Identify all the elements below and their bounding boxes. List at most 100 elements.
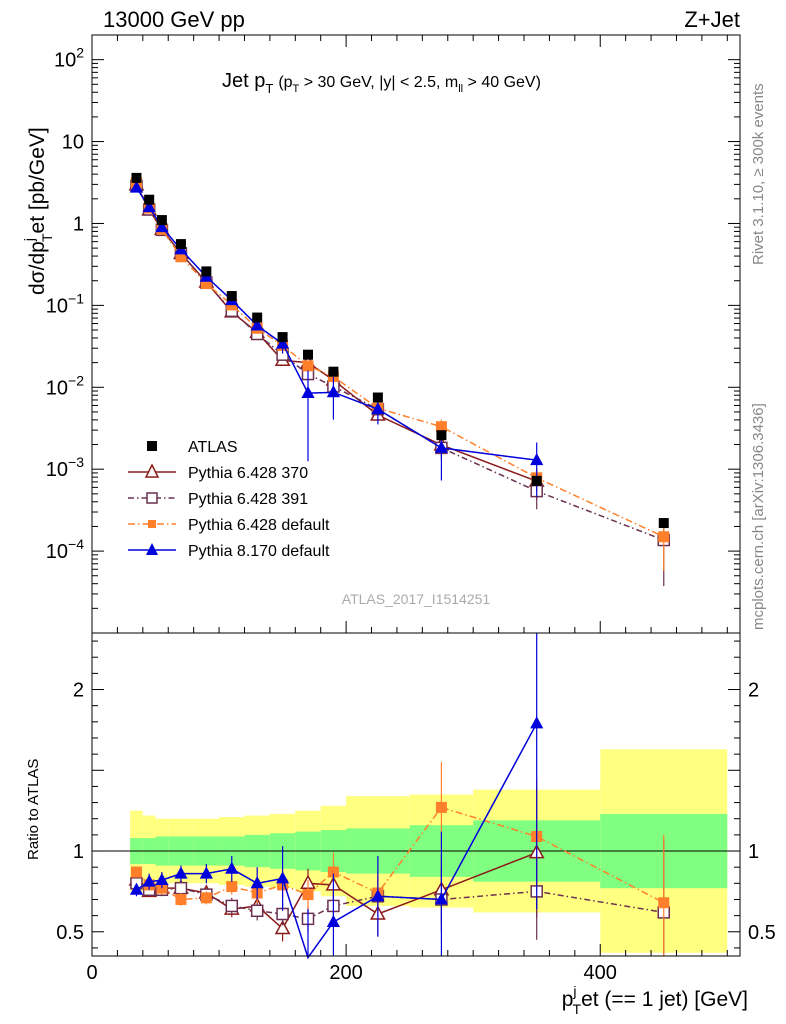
- ratio-axis-label: Ratio to ATLAS: [25, 759, 42, 860]
- legend-label-series-3: Pythia 8.170 default: [188, 543, 330, 560]
- main-point-series-2: [302, 360, 314, 372]
- y-axis-label: dσ/dpj Tet [pb/GeV]: [21, 127, 55, 295]
- ratio-point-series-2: [130, 866, 142, 878]
- main-point-series-3: [434, 440, 449, 453]
- legend-entry-series-3: Pythia 8.170 default: [128, 543, 330, 560]
- ratio-bands: [92, 749, 740, 953]
- ratio-point-series-3: [225, 861, 239, 874]
- ratio-frame: [91, 632, 741, 957]
- x-tick-label: 200: [329, 962, 362, 984]
- x-tick-label: 0: [86, 962, 97, 984]
- data-point: [201, 266, 212, 277]
- y-tick-label: 10−3: [46, 454, 84, 481]
- ratio-tick-label-right: 2: [748, 680, 759, 702]
- data-point: [226, 291, 237, 302]
- ratio-series: [128, 633, 671, 960]
- data-point: [131, 172, 142, 183]
- legend-label-series-2: Pythia 6.428 default: [188, 517, 330, 534]
- y-tick-label: 1: [73, 213, 84, 235]
- ratio-tick-label-left: 2: [73, 680, 84, 702]
- main-point-series-2: [175, 251, 187, 263]
- ratio-point-series-2: [226, 881, 238, 893]
- legend-marker-series-0: [144, 463, 160, 478]
- legend-entry-series-0: Pythia 6.428 370: [128, 463, 308, 482]
- ratio-point-series-0: [274, 919, 291, 935]
- ratio-point-series-3: [199, 866, 213, 879]
- header-process: Z+Jet: [684, 7, 740, 32]
- y-tick-label-exp: −4: [68, 536, 84, 552]
- plot-title: Jet pT (pT > 30 GeV, |y| < 2.5, mll > 40 …: [222, 70, 541, 96]
- legend-entry-series-2: Pythia 6.428 default: [128, 517, 330, 534]
- y-axis-label-main: dσ/dp: [26, 241, 49, 295]
- ratio-point-series-2: [658, 897, 670, 909]
- analysis-id: ATLAS_2017_I1514251: [342, 591, 491, 607]
- y-tick-label-exp: −1: [68, 290, 84, 306]
- plot-title-cut-sub: T: [293, 83, 300, 95]
- ratio-point-series-1: [250, 904, 264, 918]
- y-tick-label-exp: 2: [76, 45, 84, 61]
- y-tick-label-exp: −2: [68, 372, 84, 388]
- data-point: [436, 430, 447, 441]
- plot-title-cut-rest: > 30 GeV, |y| < 2.5, m: [299, 74, 458, 91]
- main-point-series-3: [326, 385, 341, 398]
- y-tick-label: 102: [54, 45, 84, 72]
- y-tick-label-base: 10: [46, 541, 68, 563]
- y-tick-label-base: 10: [54, 50, 76, 72]
- y-tick-label: 10: [62, 132, 84, 154]
- main-point-series-3: [371, 402, 385, 415]
- x-axis-label-sub: T: [573, 1001, 582, 1017]
- y-tick-label-exp: −3: [68, 454, 84, 470]
- main-point-series-2: [658, 531, 670, 543]
- main-point-series-3: [250, 318, 264, 331]
- plot-title-cut-end: > 40 GeV): [463, 74, 541, 91]
- main-point-series-3: [142, 200, 156, 213]
- legend: ATLAS Pythia 6.428 370 Pythia 6.428 391 …: [128, 439, 330, 560]
- x-ticks: 0 200 400: [86, 35, 728, 984]
- ratio-point-series-2: [175, 893, 187, 905]
- ratio-point-series-3: [326, 914, 341, 928]
- plot-title-cut-sub2: ll: [458, 83, 463, 95]
- y-tick-label-base: 10: [46, 377, 68, 399]
- ratio-point-series-3: [250, 876, 264, 889]
- legend-marker-data: [147, 441, 157, 451]
- y-axis-label-sub: T: [39, 233, 55, 242]
- legend-label-series-0: Pythia 6.428 370: [188, 465, 308, 482]
- ratio-point-series-2: [302, 889, 314, 901]
- data-point: [175, 239, 186, 250]
- ratio-tick-label-left: 0.5: [56, 922, 84, 944]
- ratio-tick-label-left: 1: [73, 841, 84, 863]
- plot-title-main: Jet p: [222, 70, 265, 92]
- ratio-y-ticks: 0.5 0.5 1 1 2 2: [56, 640, 776, 949]
- y-tick-label-base: 10: [46, 459, 68, 481]
- y-tick-label: 10−4: [46, 536, 84, 563]
- ratio-point-series-2: [200, 892, 212, 904]
- ratio-tick-label-right: 1: [748, 841, 759, 863]
- data-point: [252, 312, 263, 323]
- data-point: [372, 392, 383, 403]
- main-line-series-1: [135, 185, 665, 541]
- main-series: [128, 172, 671, 587]
- y-tick-label: 10−1: [46, 290, 84, 317]
- main-point-series-3: [301, 385, 315, 399]
- ratio-point-series-2: [435, 801, 447, 813]
- ratio-point-series-3: [174, 866, 188, 879]
- ratio-point-series-2: [327, 866, 339, 878]
- y-tick-label-base: 10: [46, 295, 68, 317]
- data-point: [531, 475, 542, 486]
- main-point-series-2: [435, 421, 447, 433]
- data-point: [303, 349, 313, 360]
- y-tick-label-base: 10: [62, 132, 84, 154]
- ratio-point-series-1: [225, 899, 239, 913]
- ratio-panel: 0.5 0.5 1 1 2 2: [56, 633, 776, 960]
- main-line-series-3: [135, 187, 537, 461]
- mcplots-label: mcplots.cern.ch [arXiv:1306.3436]: [750, 403, 767, 630]
- ratio-point-series-1: [174, 881, 188, 895]
- data-point: [144, 194, 155, 205]
- plot-title-main-sub: T: [265, 81, 273, 96]
- legend-entry-series-1: Pythia 6.428 391: [128, 491, 308, 508]
- x-axis-label-rest: et (== 1 jet) [GeV]: [581, 988, 748, 1011]
- legend-label-series-1: Pythia 6.428 391: [188, 491, 308, 508]
- main-point-series-3: [155, 219, 169, 233]
